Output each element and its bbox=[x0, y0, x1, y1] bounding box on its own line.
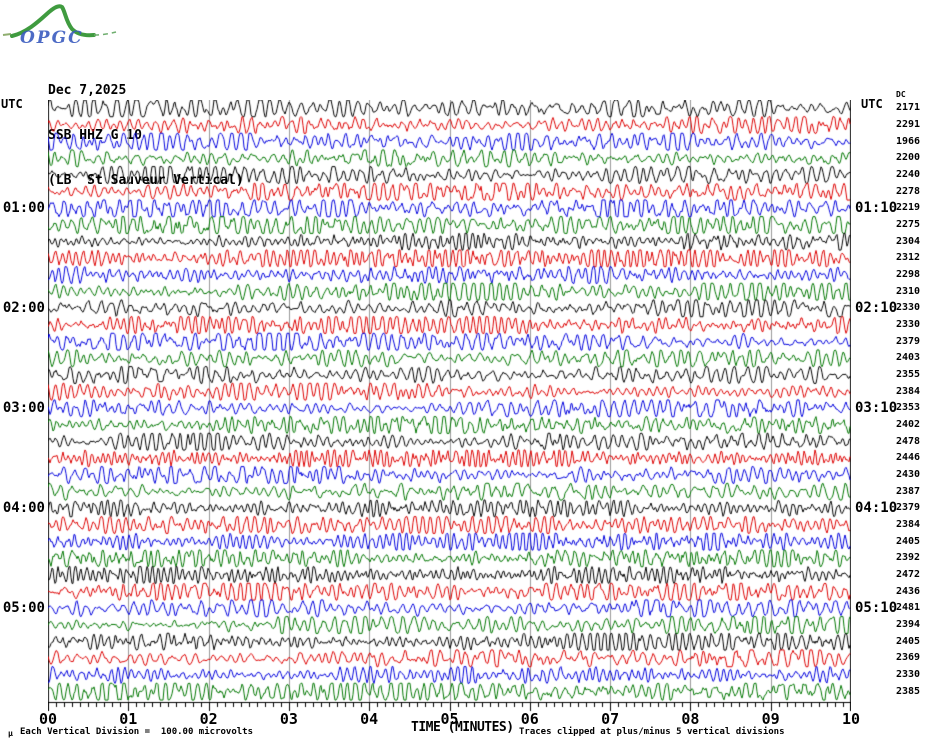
left-time-label: 04:00 bbox=[2, 500, 45, 517]
x-axis-title: TIME (MINUTES) bbox=[411, 720, 514, 735]
opgc-logo: OPGC bbox=[2, 4, 117, 48]
header-date: Dec 7,2025 bbox=[48, 83, 127, 98]
dc-value: 2405 bbox=[896, 635, 921, 647]
dc-value: 1966 bbox=[896, 135, 921, 147]
dc-value: 2298 bbox=[896, 269, 921, 280]
right-time-label: 02:10 bbox=[855, 300, 898, 317]
x-tick-label: 08 bbox=[681, 710, 700, 728]
dc-value: 2379 bbox=[896, 335, 921, 347]
x-tick-label: 07 bbox=[601, 710, 620, 728]
x-tick-label: 01 bbox=[119, 710, 138, 728]
x-tick-label: 05 bbox=[440, 710, 459, 728]
x-tick-label: 06 bbox=[520, 710, 539, 728]
utc-label-right: UTC bbox=[861, 97, 883, 111]
x-tick-label: 03 bbox=[279, 710, 298, 728]
x-tick-label: 10 bbox=[841, 710, 861, 728]
right-time-label: 05:10 bbox=[855, 600, 898, 617]
dc-value: 2446 bbox=[896, 452, 921, 464]
vertical-scale-note: Each Vertical Division = 100.00 microvol… bbox=[20, 727, 253, 737]
logo-dash-left bbox=[2, 33, 12, 36]
dc-value: 2330 bbox=[896, 669, 921, 680]
dc-value: 2385 bbox=[896, 685, 921, 697]
dc-value: 2171 bbox=[896, 102, 921, 114]
dc-value: 2355 bbox=[896, 369, 921, 380]
logo-text: OPGC bbox=[20, 28, 84, 48]
micro-symbol: µ bbox=[8, 729, 13, 738]
dc-value: 2240 bbox=[896, 169, 921, 180]
dc-value: 2200 bbox=[896, 152, 921, 164]
left-time-label: 02:00 bbox=[2, 300, 45, 317]
dc-value: 2330 bbox=[896, 302, 921, 314]
dc-value: 2304 bbox=[896, 235, 921, 247]
dc-value: 2291 bbox=[896, 119, 921, 130]
dc-value: 2330 bbox=[896, 319, 921, 330]
right-time-label: 04:10 bbox=[855, 500, 898, 517]
left-time-label: 01:00 bbox=[2, 200, 45, 217]
x-tick-label: 02 bbox=[199, 710, 218, 728]
dc-value: 2384 bbox=[896, 519, 921, 530]
dc-value: 2405 bbox=[896, 535, 921, 547]
dc-value: 2312 bbox=[896, 252, 921, 264]
dc-value: 2430 bbox=[896, 469, 921, 480]
logo-tail-dashes bbox=[93, 31, 117, 36]
dc-value: 2387 bbox=[896, 485, 921, 497]
right-time-label: 01:10 bbox=[855, 200, 898, 217]
dc-value: 2436 bbox=[896, 585, 921, 597]
dc-value: 2402 bbox=[896, 419, 921, 430]
utc-label-left: UTC bbox=[1, 97, 23, 111]
dc-value: 2353 bbox=[896, 402, 921, 414]
dc-value: 2481 bbox=[896, 602, 921, 614]
dc-value: 2278 bbox=[896, 185, 921, 197]
dc-value: 2472 bbox=[896, 569, 921, 580]
x-tick-label: 04 bbox=[360, 710, 379, 728]
right-time-label: 03:10 bbox=[855, 400, 898, 417]
x-tick-label: 00 bbox=[38, 710, 58, 728]
dc-value: 2275 bbox=[896, 219, 921, 230]
dc-column-header: DC bbox=[896, 90, 906, 99]
left-time-label: 05:00 bbox=[2, 600, 45, 617]
dc-value: 2369 bbox=[896, 652, 921, 664]
dc-value: 2403 bbox=[896, 352, 921, 364]
dc-value: 2384 bbox=[896, 385, 921, 397]
dc-value: 2219 bbox=[896, 202, 921, 214]
dc-value: 2379 bbox=[896, 502, 921, 514]
clip-note: Traces clipped at plus/minus 5 vertical … bbox=[519, 727, 785, 737]
dc-value: 2394 bbox=[896, 619, 921, 630]
logo-mountain-stroke bbox=[10, 4, 96, 38]
seismogram-canvas bbox=[48, 100, 851, 715]
x-tick-label: 09 bbox=[761, 710, 780, 728]
dc-value: 2392 bbox=[896, 552, 921, 564]
left-time-label: 03:00 bbox=[2, 400, 45, 417]
dc-value: 2478 bbox=[896, 435, 921, 447]
dc-value: 2310 bbox=[896, 285, 921, 297]
